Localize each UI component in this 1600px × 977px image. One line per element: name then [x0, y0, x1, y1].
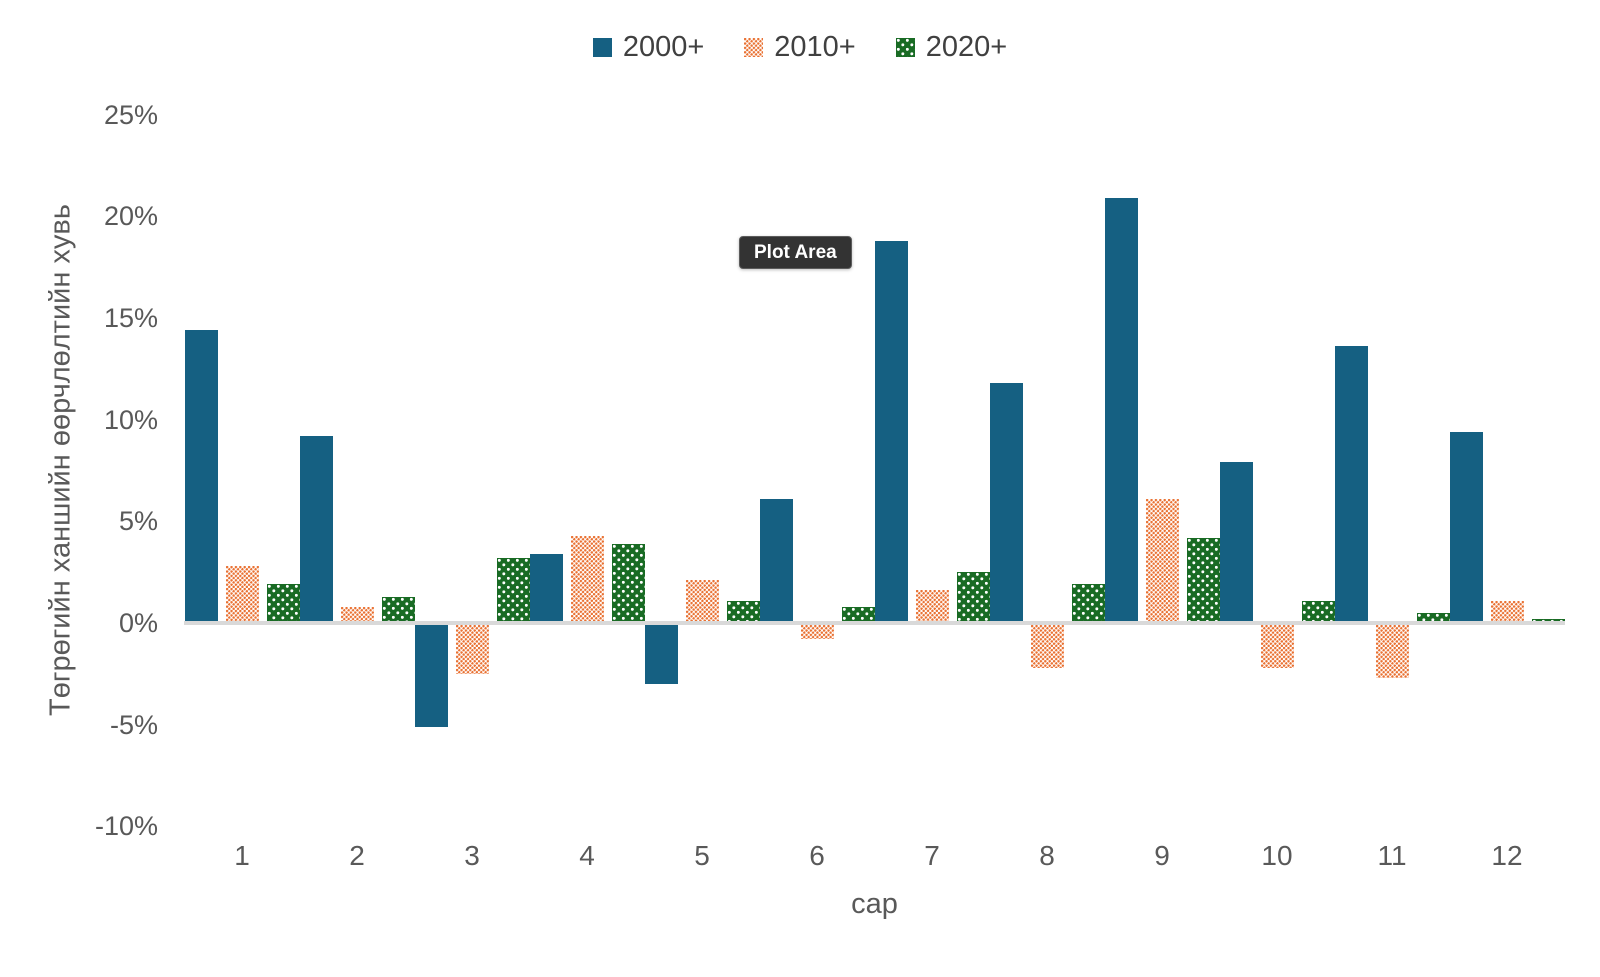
bar[interactable]: [1145, 498, 1179, 621]
bar[interactable]: [1531, 618, 1565, 621]
bar[interactable]: [726, 600, 760, 621]
bar[interactable]: [841, 606, 875, 621]
legend-item-2010+[interactable]: 2010+: [744, 30, 856, 63]
plot-area-tooltip: Plot Area: [739, 236, 852, 269]
x-tick-label: 9: [1154, 840, 1170, 871]
x-tick-label: 7: [924, 840, 940, 871]
bar[interactable]: [1260, 625, 1294, 668]
bar[interactable]: [760, 498, 793, 621]
bar[interactable]: [530, 553, 563, 621]
bar[interactable]: [340, 606, 374, 621]
bar[interactable]: [266, 584, 300, 621]
bar[interactable]: [915, 590, 949, 621]
bar[interactable]: [300, 435, 333, 621]
legend-swatch: [895, 37, 915, 57]
y-tick-label: 25%: [103, 99, 158, 130]
bar[interactable]: [1186, 537, 1220, 621]
x-tick-label: 5: [694, 840, 710, 871]
bar[interactable]: [956, 572, 990, 621]
y-tick-label: -5%: [109, 709, 158, 740]
x-tick-label: 1: [234, 840, 250, 871]
bar[interactable]: [1490, 600, 1524, 621]
bar[interactable]: [800, 625, 834, 640]
bar[interactable]: [225, 566, 259, 621]
legend-swatch: [744, 37, 764, 57]
y-tick-label: -10%: [94, 811, 158, 842]
x-axis-title: сар: [851, 888, 898, 920]
y-tick-label: 10%: [103, 404, 158, 435]
x-tick-label: 11: [1377, 840, 1407, 871]
x-tick-label: 8: [1039, 840, 1055, 871]
bar[interactable]: [496, 557, 530, 621]
chart-legend: 2000+ 2010+ 2020+: [0, 28, 1600, 66]
bar[interactable]: [645, 625, 678, 684]
bar[interactable]: [1071, 584, 1105, 621]
y-tick-label: 20%: [103, 201, 158, 232]
bar[interactable]: [1450, 431, 1483, 621]
x-tick-label: 12: [1491, 840, 1523, 871]
bar[interactable]: [990, 383, 1023, 621]
x-tick-label: 2: [349, 840, 365, 871]
legend-item-2020+[interactable]: 2020+: [895, 30, 1008, 63]
x-tick-label: 4: [579, 840, 595, 871]
bar[interactable]: [685, 580, 719, 621]
legend-item-label: 2020+: [925, 30, 1008, 63]
bar[interactable]: [1416, 612, 1450, 621]
y-tick-label: 0%: [118, 608, 158, 638]
y-tick-label: 5%: [118, 506, 158, 537]
bar[interactable]: [381, 596, 415, 621]
legend-swatch: [592, 37, 612, 57]
bar[interactable]: [455, 625, 489, 674]
y-tick-label: 15%: [103, 302, 158, 333]
x-tick-label: 3: [464, 840, 480, 871]
bar[interactable]: [415, 625, 448, 727]
legend-item-label: 2010+: [774, 30, 856, 63]
bar[interactable]: [1375, 625, 1409, 678]
zero-axis-line: [184, 621, 1565, 625]
bar[interactable]: [1105, 198, 1138, 621]
x-tick-label: 10: [1261, 840, 1293, 871]
legend-item-label: 2000+: [622, 30, 705, 63]
x-tick-label: 6: [809, 840, 825, 871]
bar[interactable]: [1030, 625, 1064, 668]
bar[interactable]: [1301, 600, 1335, 621]
bar[interactable]: [611, 543, 645, 621]
bar[interactable]: [1220, 462, 1253, 621]
bar[interactable]: [875, 240, 908, 621]
bar[interactable]: [185, 330, 218, 621]
bar[interactable]: [570, 535, 604, 621]
legend-item-2000+[interactable]: 2000+: [592, 30, 705, 63]
bar[interactable]: [1335, 346, 1368, 621]
